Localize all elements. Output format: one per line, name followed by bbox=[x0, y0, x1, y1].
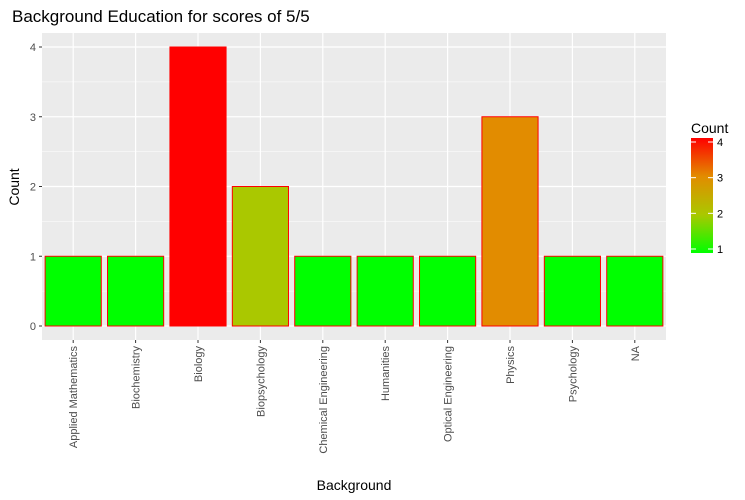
x-tick-label: Physics bbox=[505, 346, 517, 384]
y-tick-label: 2 bbox=[30, 182, 36, 194]
y-tick-label: 1 bbox=[30, 251, 36, 263]
x-tick-label: NA bbox=[630, 345, 642, 361]
x-axis: Applied Mathematics Biochemistry Biology Bi… bbox=[68, 340, 642, 454]
bar-psychology bbox=[543, 255, 601, 327]
legend-tick-label: 4 bbox=[717, 137, 723, 149]
bars-group bbox=[44, 46, 664, 327]
x-tick-label: Biology bbox=[193, 346, 205, 383]
x-tick-label: Chemical Engineering bbox=[318, 346, 330, 454]
y-tick-label: 0 bbox=[30, 321, 36, 333]
y-axis: 0 1 2 3 4 bbox=[30, 42, 42, 333]
y-tick-label: 4 bbox=[30, 42, 36, 54]
x-tick-label: Applied Mathematics bbox=[68, 346, 80, 449]
y-tick-label: 3 bbox=[30, 112, 36, 124]
bar-biopsychology bbox=[231, 186, 289, 327]
bar-na bbox=[606, 255, 664, 327]
bar-applied-mathematics bbox=[44, 255, 102, 327]
x-axis-title: Background bbox=[317, 477, 392, 493]
y-axis-title: Count bbox=[6, 168, 22, 205]
bar-humanities bbox=[356, 255, 414, 327]
x-tick-label: Biochemistry bbox=[131, 346, 143, 409]
legend-title: Count bbox=[691, 120, 728, 136]
x-tick-label: Humanities bbox=[380, 346, 392, 402]
legend-ticks: 1 2 3 4 bbox=[691, 137, 723, 256]
bar-biochemistry bbox=[107, 255, 165, 327]
bar-physics bbox=[481, 116, 539, 327]
bar-biology bbox=[169, 46, 227, 327]
bar-optical-engineering bbox=[419, 255, 477, 327]
legend-tick-label: 2 bbox=[717, 208, 723, 220]
legend-colorbar bbox=[691, 138, 713, 253]
legend-tick-label: 1 bbox=[717, 244, 723, 256]
legend-tick-label: 3 bbox=[717, 173, 723, 185]
color-legend: Count 1 2 3 4 bbox=[691, 120, 728, 256]
x-tick-label: Psychology bbox=[567, 346, 579, 403]
bar-chemical-engineering bbox=[294, 255, 352, 327]
x-tick-label: Biopsychology bbox=[255, 346, 267, 417]
chart-title: Background Education for scores of 5/5 bbox=[12, 7, 310, 26]
x-tick-label: Optical Engineering bbox=[443, 346, 455, 442]
